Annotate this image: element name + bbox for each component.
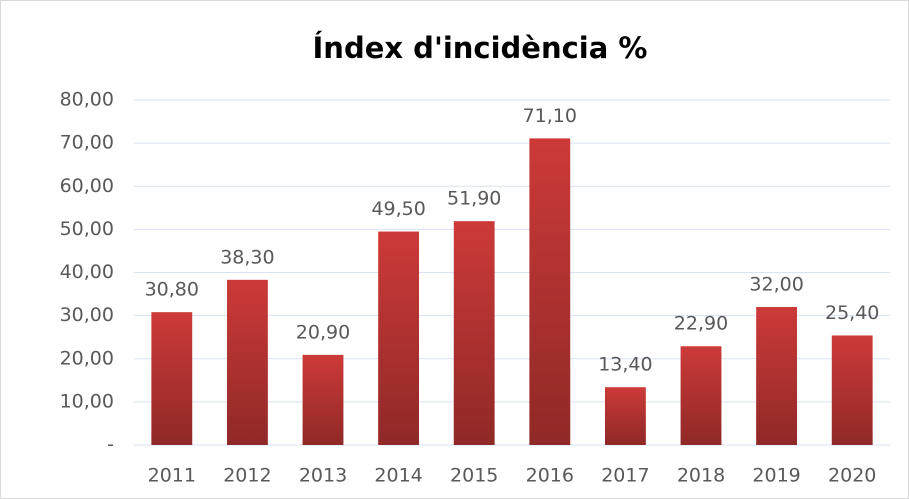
x-tick-label: 2017 xyxy=(601,465,649,487)
bar xyxy=(756,307,798,445)
value-label: 30,80 xyxy=(145,279,199,301)
bar xyxy=(302,354,344,445)
bar xyxy=(151,312,193,445)
y-tick-label: 60,00 xyxy=(60,175,114,197)
y-tick-label: 40,00 xyxy=(60,261,114,283)
x-tick-label: 2019 xyxy=(752,465,800,487)
y-tick-label: 50,00 xyxy=(60,218,114,240)
bar xyxy=(680,346,722,445)
value-label: 51,90 xyxy=(447,188,501,210)
x-tick-label: 2020 xyxy=(828,465,876,487)
value-label: 22,90 xyxy=(674,313,728,335)
value-label: 13,40 xyxy=(598,354,652,376)
value-label: 20,90 xyxy=(296,321,350,343)
bar xyxy=(604,387,646,445)
bar xyxy=(378,231,420,445)
y-tick-label: 70,00 xyxy=(60,132,114,154)
bar xyxy=(831,335,873,445)
x-tick-label: 2015 xyxy=(450,465,498,487)
x-tick-label: 2016 xyxy=(526,465,574,487)
x-tick-label: 2012 xyxy=(223,465,271,487)
x-tick-label: 2018 xyxy=(677,465,725,487)
value-label: 32,00 xyxy=(749,274,803,296)
x-tick-label: 2013 xyxy=(299,465,347,487)
bar xyxy=(529,138,571,445)
y-tick-label: 30,00 xyxy=(60,304,114,326)
y-tick-label: 20,00 xyxy=(60,347,114,369)
y-tick-label: - xyxy=(107,434,114,456)
bar xyxy=(453,221,495,445)
value-label: 71,10 xyxy=(523,105,577,127)
y-tick-label: 80,00 xyxy=(60,89,114,111)
value-label: 38,30 xyxy=(220,246,274,268)
y-tick-label: 10,00 xyxy=(60,390,114,412)
x-tick-label: 2014 xyxy=(374,465,422,487)
bar xyxy=(226,279,268,445)
x-tick-label: 2011 xyxy=(148,465,196,487)
chart-title: Índex d'incidència % xyxy=(313,31,648,65)
value-label: 49,50 xyxy=(371,198,425,220)
value-label: 25,40 xyxy=(825,302,879,324)
